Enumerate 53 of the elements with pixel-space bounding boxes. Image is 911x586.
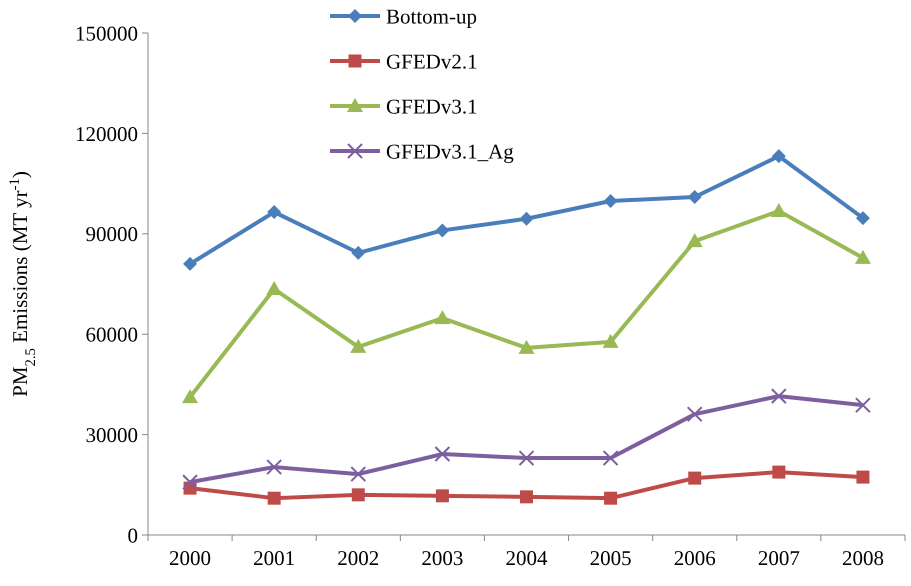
point — [856, 211, 870, 226]
point — [772, 466, 786, 479]
point — [435, 223, 450, 238]
point — [183, 256, 198, 271]
x-tick-label: 2008 — [842, 546, 884, 570]
x-tick-label: 2002 — [337, 546, 380, 570]
point — [267, 205, 282, 220]
point — [686, 233, 703, 248]
x-tick-label: 2006 — [674, 546, 716, 570]
y-tick-label: 150000 — [75, 21, 138, 46]
point — [182, 474, 198, 490]
y-tick-label: 60000 — [86, 322, 138, 347]
y-tick-label: 30000 — [86, 422, 138, 447]
legend-label: Bottom-up — [386, 4, 478, 28]
point — [770, 203, 787, 218]
point — [350, 466, 366, 482]
legend-label: GFEDv3.1 — [386, 94, 478, 118]
y-tick-label: 90000 — [86, 222, 138, 246]
point — [434, 446, 450, 462]
point — [182, 389, 198, 404]
point — [350, 338, 366, 353]
point — [854, 397, 871, 414]
y-tick-label: 0 — [128, 523, 138, 548]
point — [604, 492, 618, 505]
point — [351, 246, 366, 260]
point — [602, 450, 619, 466]
point — [854, 250, 871, 264]
y-tick-label: 120000 — [75, 122, 138, 146]
point — [686, 406, 703, 422]
point — [604, 194, 618, 208]
point — [268, 492, 281, 505]
x-tick-label: 2000 — [169, 546, 212, 570]
x-tick-label: 2005 — [590, 546, 632, 570]
point — [352, 488, 365, 502]
point — [602, 334, 619, 348]
point — [436, 489, 449, 502]
point — [688, 472, 702, 485]
point — [518, 450, 534, 466]
point — [688, 190, 702, 204]
x-tick-label: 2004 — [506, 546, 548, 570]
point — [434, 310, 450, 324]
x-tick-label: 2003 — [421, 546, 464, 570]
point — [518, 340, 534, 354]
legend-label: GFEDv3.1_Ag — [386, 139, 514, 164]
x-tick-label: 2001 — [253, 546, 296, 570]
x-tick-label: 2007 — [758, 546, 800, 570]
point — [856, 470, 870, 484]
point — [772, 149, 786, 164]
point — [266, 459, 282, 476]
legend-label: GFEDv2.1 — [386, 49, 478, 74]
point — [520, 490, 533, 504]
point — [770, 388, 787, 404]
point — [520, 212, 534, 226]
